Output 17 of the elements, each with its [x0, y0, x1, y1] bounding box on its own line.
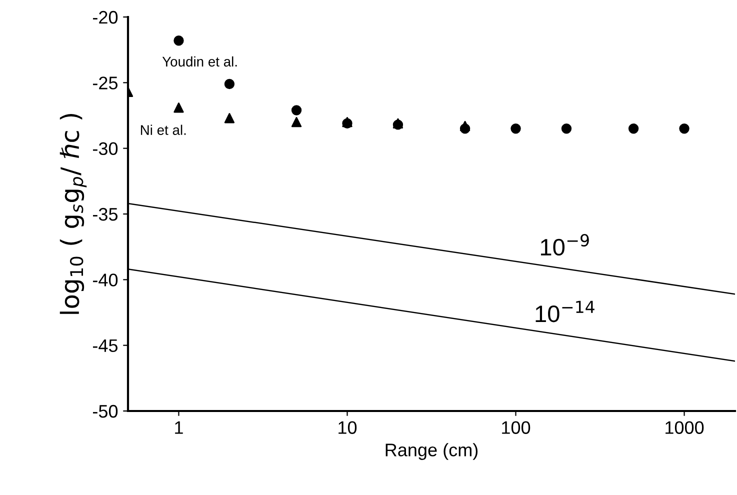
x-tick-label: 100 — [502, 421, 530, 434]
y-tick-label: -35 — [92, 208, 118, 221]
series-label: 10$^{−14}$ — [536, 300, 594, 322]
y-tick-label: -20 — [92, 10, 118, 24]
y-tick-label: -30 — [92, 142, 118, 156]
x-tick-label: 10 — [338, 421, 357, 434]
x-tick-label: 1000 — [666, 421, 704, 434]
x-tick-label: 1 — [175, 421, 183, 434]
series-label: Ni et al. — [140, 124, 186, 135]
y-tick-label: -25 — [92, 76, 118, 90]
x-axis-title: Range (cm) — [386, 443, 478, 460]
y-tick-label: -40 — [92, 274, 118, 286]
y-axis-title: log$_{10}$ ( g$_{s}$g$_{p}$/ ℏc ) — [60, 114, 87, 314]
series-label: 10$^{−9}$ — [540, 234, 589, 256]
y-tick-label: -45 — [92, 339, 118, 352]
y-tick-label: -50 — [92, 404, 118, 418]
series-label: Youdin et al. — [162, 56, 237, 67]
